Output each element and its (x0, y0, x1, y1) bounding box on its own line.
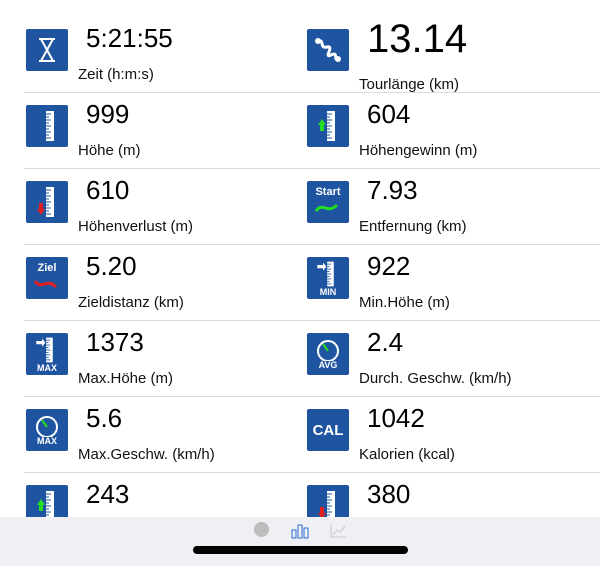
avg-speed-icon: AVG (307, 333, 349, 375)
tab-bar (0, 517, 600, 566)
stat-cell[interactable]: MIN 922 Min.Höhe (m) (305, 245, 585, 321)
stat-cell[interactable]: Start 7.93 Entfernung (km) (305, 169, 585, 245)
stat-cell[interactable]: 5:21:55 Zeit (h:m:s) (24, 17, 304, 93)
stat-label: Höhe (m) (78, 142, 141, 159)
stat-value: 610 (86, 175, 130, 205)
stat-cell[interactable]: Ziel 5.20 Zieldistanz (km) (24, 245, 304, 321)
stats-row: MAX 1373 Max.Höhe (m) AVG 2.4 Durch. Geschw. … (24, 321, 600, 397)
home-indicator (193, 546, 408, 554)
stat-cell[interactable]: 610 Höhenverlust (m) (24, 169, 304, 245)
calories-icon: CAL (307, 409, 349, 451)
stat-value: 5:21:55 (86, 23, 173, 53)
stat-value: 380 (367, 479, 411, 509)
stats-row: MAX 5.6 Max.Geschw. (km/h) CAL 1042 Kalorien … (24, 397, 600, 473)
start-distance-icon: Start (307, 181, 349, 223)
stat-label: Höhengewinn (m) (359, 142, 478, 159)
stat-cell[interactable]: 604 Höhengewinn (m) (305, 93, 585, 169)
stats-grid: 5:21:55 Zeit (h:m:s) 13.14 Tourlänge (km) 99… (0, 17, 600, 549)
bar-chart-icon[interactable] (291, 523, 309, 539)
page-dot-icon[interactable] (254, 522, 269, 537)
hourglass-icon (26, 29, 68, 71)
stat-value: 13.14 (367, 17, 468, 61)
max-speed-icon: MAX (26, 409, 68, 451)
route-icon (307, 29, 349, 71)
min-altitude-icon: MIN (307, 257, 349, 299)
stat-cell[interactable]: 243 (24, 473, 304, 549)
stat-value: 7.93 (367, 175, 418, 205)
stat-value: 922 (367, 251, 411, 281)
altitude-ruler-icon (26, 105, 68, 147)
stat-value: 604 (367, 99, 411, 129)
stats-row: 243 380 (24, 473, 600, 549)
stat-cell[interactable]: 13.14 Tourlänge (km) (305, 17, 585, 93)
altitude-gain-icon (307, 105, 349, 147)
stat-cell[interactable]: CAL 1042 Kalorien (kcal) (305, 397, 585, 473)
max-altitude-icon: MAX (26, 333, 68, 375)
stat-label: Tourlänge (km) (359, 76, 460, 93)
stat-label: Zeit (h:m:s) (78, 66, 154, 83)
stat-value: 1373 (86, 327, 144, 357)
stat-cell[interactable]: 999 Höhe (m) (24, 93, 304, 169)
stat-value: 5.6 (86, 403, 123, 433)
stat-label: Kalorien (kcal) (359, 446, 455, 463)
stat-label: Entfernung (km) (359, 218, 467, 235)
line-chart-icon[interactable] (330, 523, 347, 538)
stats-row: 610 Höhenverlust (m) Start 7.93 Entfernung (… (24, 169, 600, 245)
stat-value: 2.4 (367, 327, 404, 357)
stat-value: 999 (86, 99, 130, 129)
stat-label: Höhenverlust (m) (78, 218, 194, 235)
goal-distance-icon: Ziel (26, 257, 68, 299)
stat-label: Min.Höhe (m) (359, 294, 450, 311)
stats-row: 999 Höhe (m) 604 Höhengewinn (m) (24, 93, 600, 169)
stat-label: Durch. Geschw. (km/h) (359, 370, 512, 387)
stat-cell[interactable]: AVG 2.4 Durch. Geschw. (km/h) (305, 321, 585, 397)
stat-label: Max.Geschw. (km/h) (78, 446, 215, 463)
altitude-loss-icon (26, 181, 68, 223)
stat-cell[interactable]: MAX 1373 Max.Höhe (m) (24, 321, 304, 397)
stat-value: 243 (86, 479, 130, 509)
stat-value: 5.20 (86, 251, 137, 281)
stats-row: 5:21:55 Zeit (h:m:s) 13.14 Tourlänge (km) (24, 17, 600, 93)
stats-row: Ziel 5.20 Zieldistanz (km) MIN 922 Min.Höhe (… (24, 245, 600, 321)
stat-value: 1042 (367, 403, 425, 433)
stat-label: Max.Höhe (m) (78, 370, 174, 387)
stat-cell[interactable]: MAX 5.6 Max.Geschw. (km/h) (24, 397, 304, 473)
stat-label: Zieldistanz (km) (78, 294, 184, 311)
